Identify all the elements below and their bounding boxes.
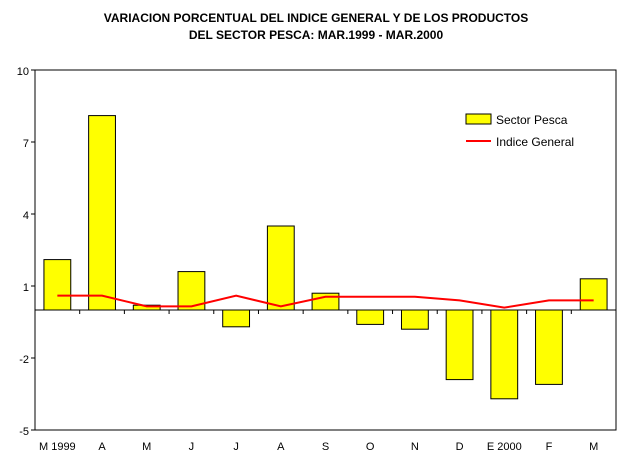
bar-sector-pesca	[400, 309, 429, 330]
plot-area	[34, 69, 617, 431]
legend: Sector Pesca Indice General	[465, 113, 574, 149]
x-axis: M 1999 A M J J A S O N D E 2000 F M	[34, 309, 617, 453]
x-tick-label: S	[322, 441, 329, 453]
bar-sector-pesca	[445, 309, 474, 381]
legend-swatch-sector-pesca	[465, 113, 492, 125]
legend-label-sector-pesca: Sector Pesca	[496, 113, 568, 127]
x-tick-label: E 2000	[487, 441, 522, 453]
legend-label-indice-general: Indice General	[496, 135, 574, 149]
bar-sector-pesca	[88, 115, 116, 311]
x-tick-label: M	[589, 441, 598, 453]
y-axis: 10 7 4 1 -2 -5	[17, 66, 35, 438]
x-tick-label: A	[277, 441, 285, 453]
x-tick-label: F	[546, 441, 553, 453]
chart-title-line-1: VARIACION PORCENTUAL DEL INDICE GENERAL …	[104, 11, 529, 25]
x-tick-label: O	[366, 441, 375, 453]
y-tick-label: 1	[23, 282, 29, 294]
x-tick-label: J	[189, 441, 195, 453]
y-tick-label: 7	[23, 138, 29, 150]
y-tick-label: 10	[17, 66, 29, 78]
bar-sector-pesca	[43, 259, 72, 311]
line-indice-general	[57, 294, 594, 309]
bar-sector-pesca	[222, 309, 251, 328]
y-tick-label: -5	[19, 426, 29, 438]
bar-sector-pesca	[356, 309, 385, 325]
x-tick-label: N	[411, 441, 419, 453]
y-tick-label: -2	[19, 354, 29, 366]
bar-sector-pesca	[579, 278, 608, 311]
chart-title-line-2: DEL SECTOR PESCA: MAR.1999 - MAR.2000	[189, 28, 444, 42]
y-tick-label: 4	[23, 210, 29, 222]
x-tick-label: M	[142, 441, 151, 453]
x-tick-label: D	[456, 441, 464, 453]
bars-group	[43, 115, 608, 400]
x-tick-label: M 1999	[39, 441, 76, 453]
bar-sector-pesca	[535, 309, 563, 385]
x-tick-label: A	[98, 441, 106, 453]
line-group	[57, 294, 594, 309]
bar-sector-pesca	[490, 309, 519, 400]
bar-sector-pesca	[311, 292, 340, 311]
x-tick-label: J	[233, 441, 239, 453]
bar-sector-pesca	[266, 225, 295, 311]
